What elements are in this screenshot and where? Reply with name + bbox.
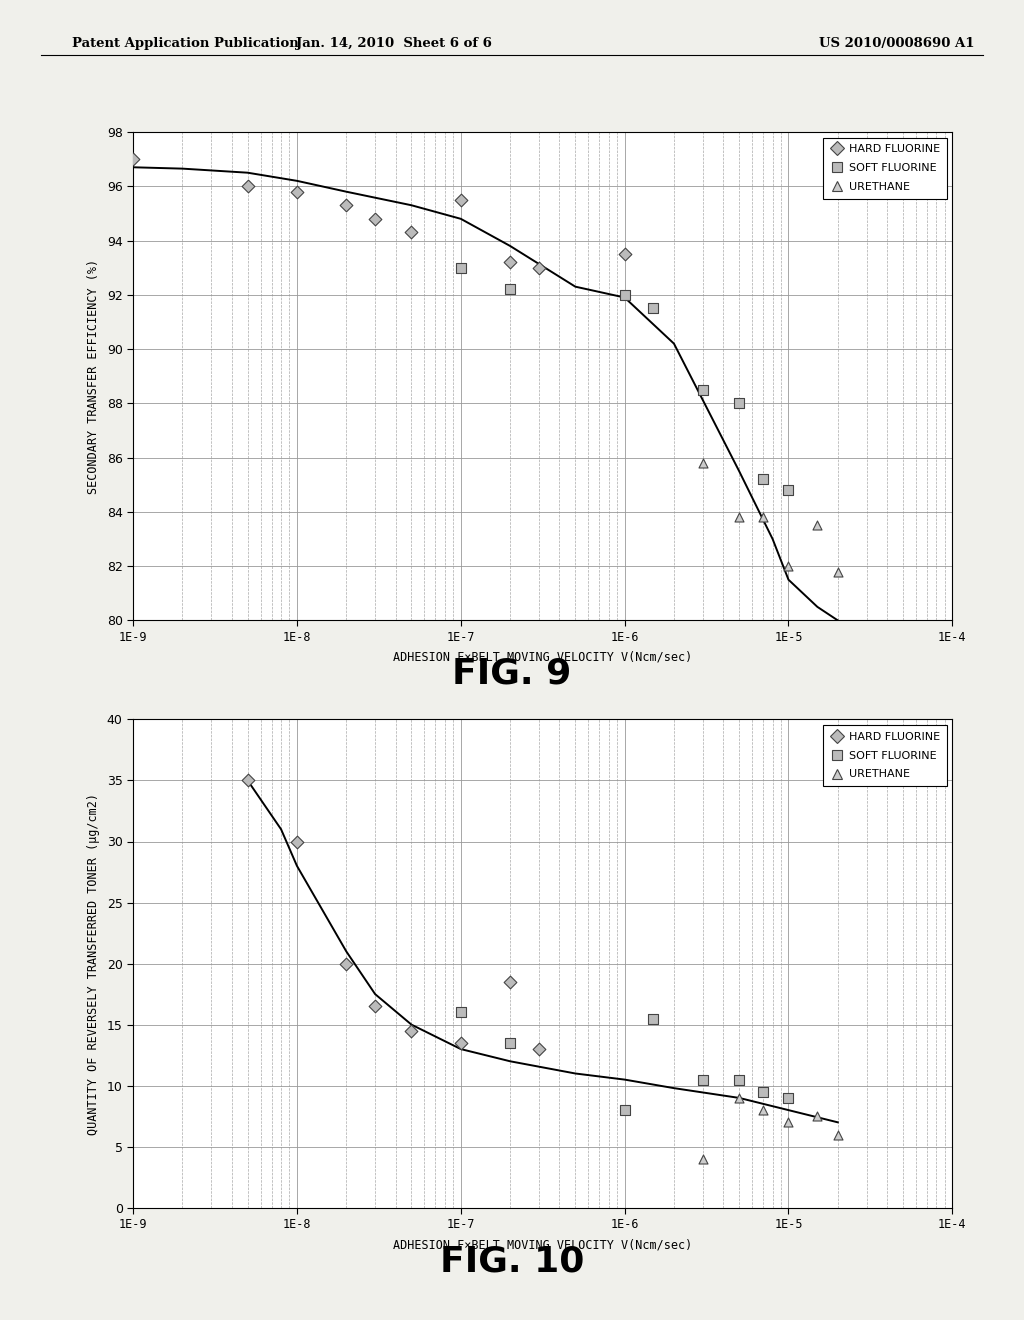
Legend: HARD FLUORINE, SOFT FLUORINE, URETHANE: HARD FLUORINE, SOFT FLUORINE, URETHANE — [823, 725, 947, 787]
Point — [502, 252, 518, 273]
Point — [616, 284, 633, 305]
Point — [731, 1088, 748, 1109]
Point — [338, 953, 354, 974]
Point — [694, 1148, 711, 1170]
Point — [694, 453, 711, 474]
Point — [616, 244, 633, 265]
Point — [403, 222, 420, 243]
Point — [694, 379, 711, 400]
Point — [645, 1008, 662, 1030]
Point — [403, 1020, 420, 1041]
Point — [809, 1106, 825, 1127]
Point — [829, 561, 846, 582]
Point — [502, 972, 518, 993]
Legend: HARD FLUORINE, SOFT FLUORINE, URETHANE: HARD FLUORINE, SOFT FLUORINE, URETHANE — [823, 137, 947, 199]
Point — [755, 1100, 771, 1121]
Point — [694, 1069, 711, 1090]
Text: FIG. 10: FIG. 10 — [440, 1245, 584, 1279]
Point — [645, 298, 662, 319]
Text: Patent Application Publication: Patent Application Publication — [72, 37, 298, 50]
Point — [755, 507, 771, 528]
Y-axis label: SECONDARY TRANSFER EFFICIENCY (%): SECONDARY TRANSFER EFFICIENCY (%) — [87, 259, 99, 494]
Y-axis label: QUANTITY OF REVERSELY TRANSFERRED TONER (μg/cm2): QUANTITY OF REVERSELY TRANSFERRED TONER … — [87, 792, 100, 1135]
Point — [240, 770, 256, 791]
Text: FIG. 9: FIG. 9 — [453, 656, 571, 690]
Point — [780, 1088, 797, 1109]
Point — [289, 832, 305, 853]
X-axis label: ADHESION F×BELT MOVING VELOCITY V(Ncm/sec): ADHESION F×BELT MOVING VELOCITY V(Ncm/se… — [393, 1238, 692, 1251]
Point — [453, 1002, 469, 1023]
Text: US 2010/0008690 A1: US 2010/0008690 A1 — [819, 37, 975, 50]
Point — [338, 195, 354, 216]
Point — [367, 995, 383, 1016]
Point — [367, 209, 383, 230]
Point — [780, 1111, 797, 1133]
Point — [731, 507, 748, 528]
X-axis label: ADHESION F×BELT MOVING VELOCITY V(Ncm/sec): ADHESION F×BELT MOVING VELOCITY V(Ncm/se… — [393, 651, 692, 664]
Point — [530, 1039, 547, 1060]
Point — [502, 279, 518, 300]
Point — [289, 181, 305, 202]
Point — [731, 1069, 748, 1090]
Point — [616, 1100, 633, 1121]
Point — [125, 149, 141, 170]
Point — [809, 515, 825, 536]
Point — [731, 393, 748, 414]
Point — [780, 556, 797, 577]
Point — [453, 1032, 469, 1053]
Point — [240, 176, 256, 197]
Point — [453, 257, 469, 279]
Point — [755, 469, 771, 490]
Point — [780, 479, 797, 500]
Point — [829, 1123, 846, 1144]
Text: Jan. 14, 2010  Sheet 6 of 6: Jan. 14, 2010 Sheet 6 of 6 — [296, 37, 493, 50]
Point — [502, 1032, 518, 1053]
Point — [453, 189, 469, 210]
Point — [755, 1081, 771, 1102]
Point — [530, 257, 547, 279]
